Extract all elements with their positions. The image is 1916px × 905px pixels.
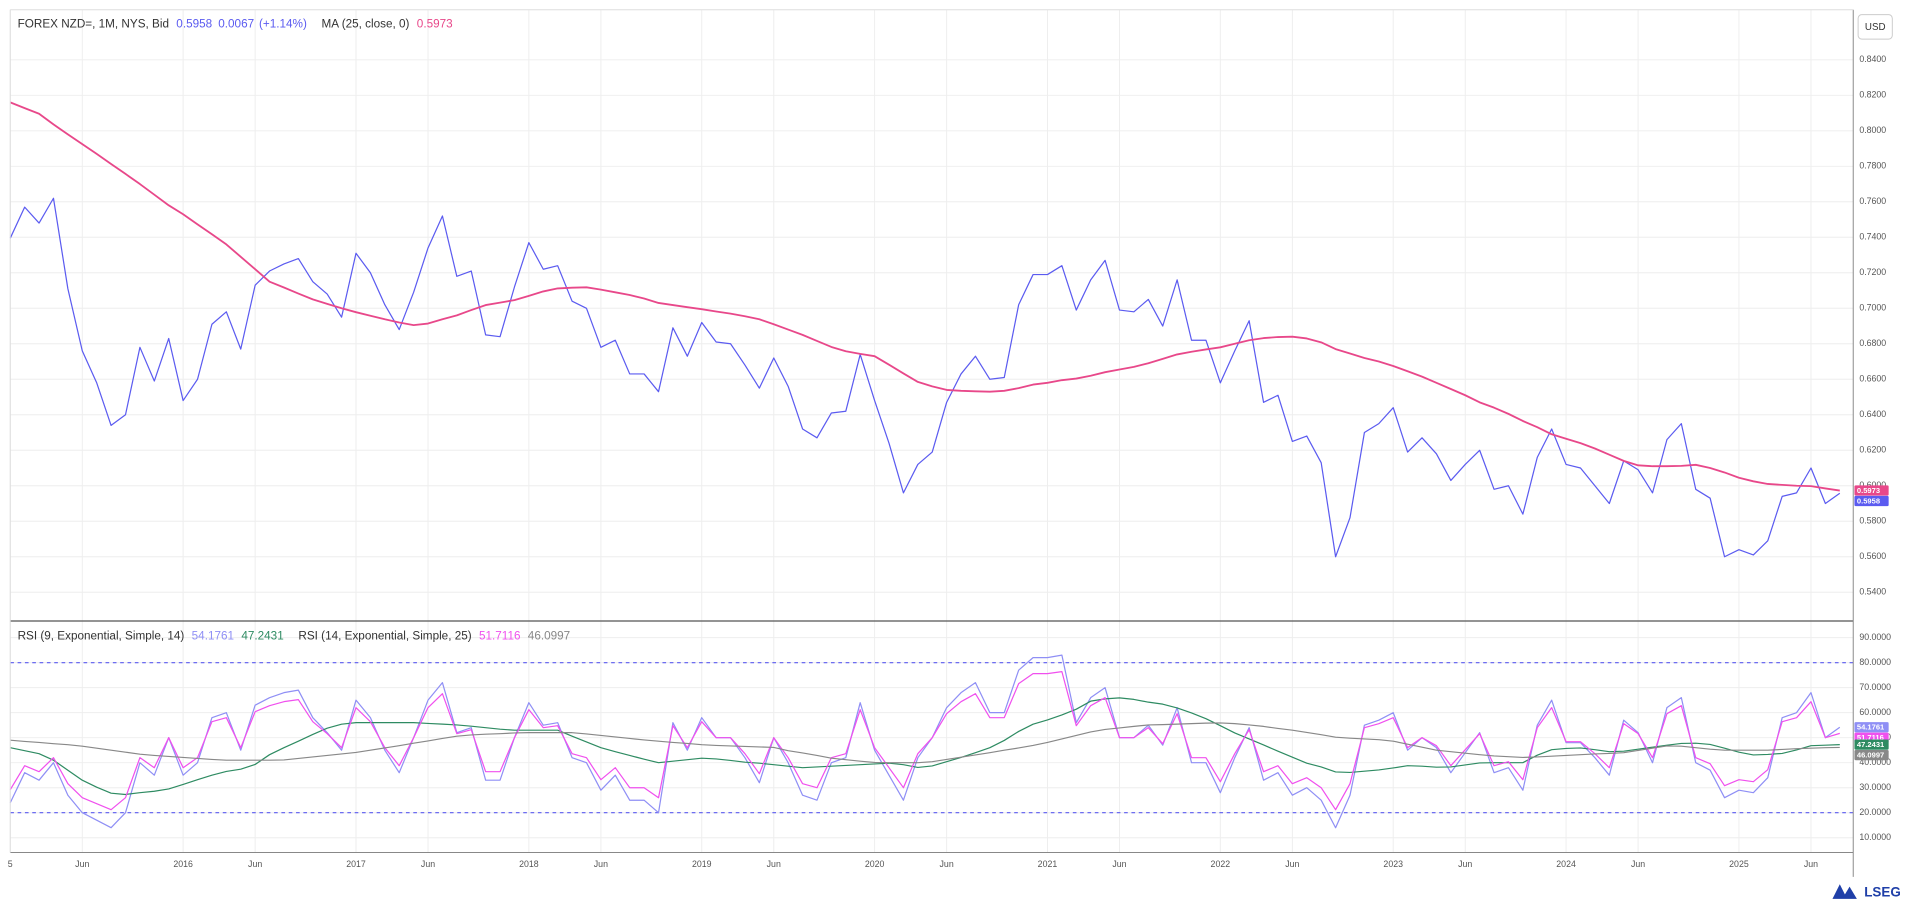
price-tag [1854, 739, 1889, 750]
price-tag-label: 46.0997 [1857, 750, 1884, 759]
legend-value: 51.7116 [479, 629, 520, 642]
x-tick-label: Jun [1285, 859, 1299, 869]
x-tick-label: Jun [767, 859, 781, 869]
x-tick-label: 2019 [692, 859, 712, 869]
legend-value: 0.5958 [176, 18, 212, 31]
x-tick-label: 2018 [519, 859, 539, 869]
y-tick-label: 0.7200 [1859, 267, 1886, 277]
series-line [9, 197, 1841, 558]
legend: FOREX NZD=, 1M, NYS, Bid 0.5958 0.0067 (+1.… [18, 18, 453, 31]
x-tick-label: 5 [8, 859, 13, 869]
y-tick-label: 0.6200 [1859, 445, 1886, 455]
y-tick-label: 0.8000 [1859, 125, 1886, 135]
x-tick-label: Jun [940, 859, 954, 869]
y-tick-label: 70.0000 [1859, 682, 1891, 692]
legend-value: 0.5973 [417, 18, 453, 31]
series-line [9, 671, 1840, 811]
y-tick-label: 0.6000 [1859, 480, 1886, 490]
x-tick-label: Jun [1458, 859, 1472, 869]
currency-label: USD [1865, 22, 1886, 33]
legend: RSI (9, Exponential, Simple, 14) 54.1761 4… [18, 629, 571, 642]
x-tick-label: 2017 [346, 859, 366, 869]
price-tag [1854, 722, 1889, 733]
y-tick-label: 0.5800 [1859, 516, 1886, 526]
x-tick-label: 2016 [173, 859, 193, 869]
legend-change: 0.0067 [218, 18, 254, 31]
y-tick-label: 0.7600 [1859, 196, 1886, 206]
x-tick-label: 2025 [1729, 859, 1749, 869]
y-tick-label: 20.0000 [1859, 807, 1891, 817]
price-tag [1854, 485, 1889, 496]
series-line [10, 722, 1840, 764]
x-tick-label: 2024 [1556, 859, 1576, 869]
y-tick-label: 0.8400 [1859, 54, 1886, 64]
brand-icon [1832, 884, 1857, 899]
price-tag-label: 0.5958 [1857, 496, 1880, 505]
x-tick-label: 2023 [1383, 859, 1403, 869]
legend-name: RSI (9, Exponential, Simple, 14) [18, 629, 185, 642]
x-tick-label: Jun [594, 859, 608, 869]
x-tick-label: Jun [1112, 859, 1126, 869]
legend-name: FOREX NZD=, 1M, NYS, Bid [18, 18, 169, 31]
y-tick-label: 40.0000 [1859, 757, 1891, 767]
y-tick-label: 0.6600 [1859, 374, 1886, 384]
price-tag-label: 51.7116 [1857, 733, 1884, 742]
marks-layer [9, 101, 1841, 829]
y-tick-label: 0.7000 [1859, 303, 1886, 313]
y-tick-label: 0.7400 [1859, 232, 1886, 242]
x-tick-label: Jun [1631, 859, 1645, 869]
x-tick-label: Jun [75, 859, 89, 869]
y-tick-label: 80.0000 [1859, 657, 1891, 667]
series-line [9, 101, 1840, 492]
legend-name: MA (25, close, 0) [322, 18, 410, 31]
x-tick-label: Jun [421, 859, 435, 869]
y-tick-label: 0.5600 [1859, 551, 1886, 561]
x-tick-label: Jun [248, 859, 262, 869]
brand-logo: LSEG [1832, 884, 1901, 899]
price-tag-label: 54.1761 [1857, 723, 1884, 732]
y-tick-label: 90.0000 [1859, 632, 1891, 642]
legend-value: 46.0997 [528, 629, 570, 642]
price-tag [1854, 495, 1889, 507]
y-tick-label: 10.0000 [1859, 832, 1891, 842]
price-tag-label: 0.5973 [1857, 486, 1880, 495]
x-tick-label: 2021 [1038, 859, 1058, 869]
legend-change-pct: (+1.14%) [259, 18, 307, 31]
y-tick-label: 30.0000 [1859, 782, 1891, 792]
y-tick-label: 60.0000 [1859, 707, 1891, 717]
legend-value: 54.1761 [192, 629, 234, 642]
price-tag-label: 47.2431 [1857, 740, 1884, 749]
x-tick-label: 2020 [865, 859, 885, 869]
y-tick-label: 0.6400 [1859, 409, 1886, 419]
x-tick-label: Jun [1804, 859, 1818, 869]
y-tick-label: 0.5400 [1859, 587, 1886, 597]
legend-value: 47.2431 [241, 629, 283, 642]
x-tick-label: 2022 [1211, 859, 1231, 869]
currency-button[interactable] [1857, 14, 1893, 40]
legend-name: RSI (14, Exponential, Simple, 25) [298, 629, 471, 642]
y-tick-label: 0.7800 [1859, 161, 1886, 171]
brand-text: LSEG [1864, 884, 1901, 899]
price-tag [1854, 749, 1889, 761]
y-tick-label: 0.8200 [1859, 90, 1886, 100]
grid-layer [9, 9, 1854, 853]
y-tick-label: 0.6800 [1859, 338, 1886, 348]
